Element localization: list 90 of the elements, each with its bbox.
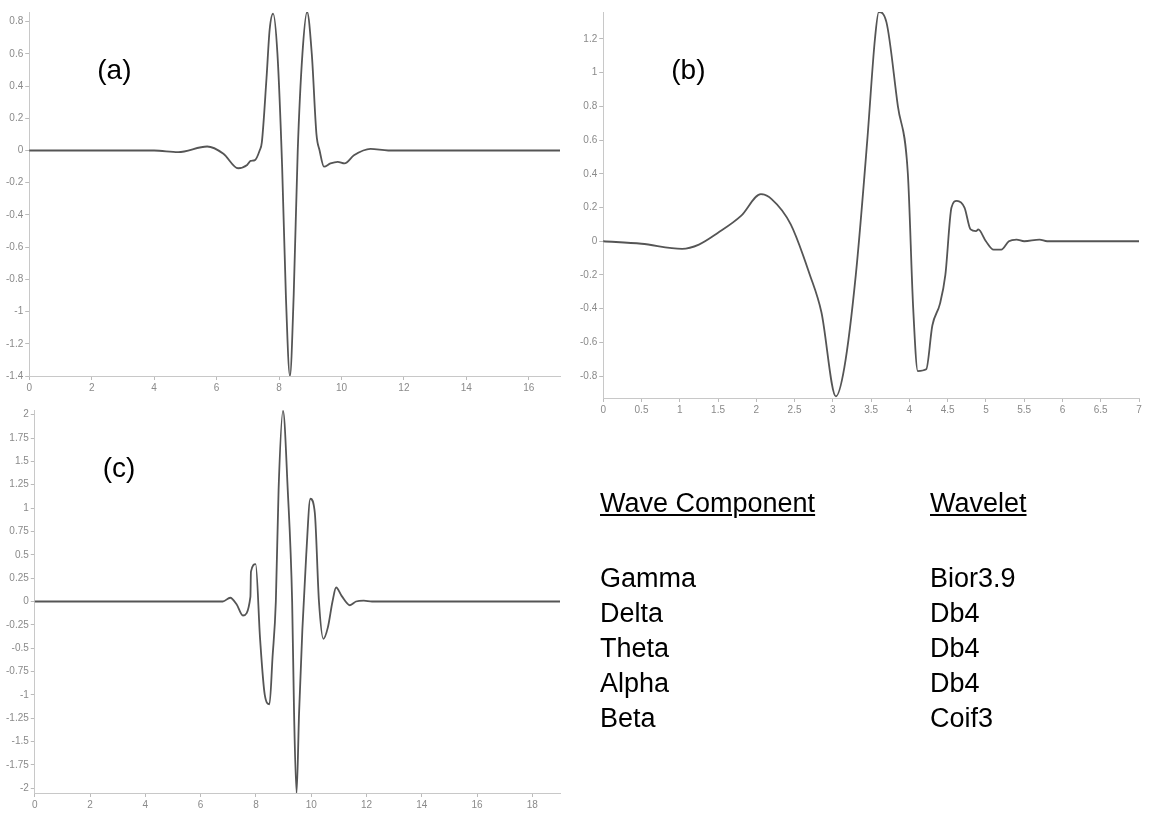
annotation: (a) (97, 53, 132, 85)
text: Wave Component (600, 488, 817, 519)
x-tick-label: 8 (276, 381, 283, 393)
y-tick-label: 1.5 (14, 455, 30, 467)
x-tick-label: 4.5 (940, 403, 956, 415)
y-tick-label: -1.5 (11, 735, 30, 747)
x-tick-label: 12 (360, 798, 373, 810)
x-tick-label: 18 (526, 798, 539, 810)
text: Db4 (930, 598, 981, 629)
text: Alpha (600, 668, 671, 699)
y-tick-label: 0.4 (9, 79, 24, 91)
x-tick-label: 14 (416, 798, 428, 810)
y-tick-label: -0.75 (6, 665, 30, 677)
y-tick-label: 0.6 (9, 47, 24, 59)
x-tick-label: 6 (1059, 403, 1066, 415)
x-tick-label: 0 (600, 403, 607, 415)
text: Delta (600, 598, 665, 629)
y-tick-label: 1.75 (9, 431, 30, 443)
line-series (29, 12, 560, 376)
y-tick-label: 0.8 (583, 100, 598, 112)
y-tick-label: 0.8 (9, 15, 24, 27)
y-tick-label: 0 (17, 144, 24, 156)
x-tick-label: 4 (906, 403, 913, 415)
y-tick-label: -0.8 (580, 369, 598, 381)
annotation: (b) (671, 53, 706, 85)
text: Coif3 (930, 703, 995, 734)
text: Db4 (930, 633, 981, 664)
x-tick-label: 7 (1136, 403, 1143, 415)
y-tick-label: -0.8 (6, 273, 24, 285)
x-tick-label: 2 (88, 381, 95, 393)
x-tick-label: 5.5 (1017, 403, 1032, 415)
y-tick-label: 0.6 (583, 133, 598, 145)
x-tick-label: 4 (151, 381, 158, 393)
x-tick-label: 12 (398, 381, 410, 393)
text: Wavelet (930, 488, 1028, 519)
x-tick-label: 14 (460, 381, 473, 393)
line-series (34, 410, 560, 793)
text: Theta (600, 633, 671, 664)
x-tick-label: 6.5 (1093, 403, 1109, 415)
x-tick-label: 16 (523, 381, 535, 393)
x-tick-label: 4 (142, 798, 149, 810)
line-series (603, 12, 1139, 398)
y-tick-label: 0.75 (9, 525, 30, 537)
y-tick-label: -1.25 (6, 712, 30, 724)
y-tick-label: 0 (591, 234, 598, 246)
y-tick-label: 0.5 (14, 548, 30, 560)
y-tick-label: -1.2 (6, 337, 24, 349)
x-tick-label: 16 (471, 798, 484, 810)
x-tick-label: 0.5 (634, 403, 649, 415)
y-tick-label: -0.6 (580, 336, 598, 348)
y-tick-label: 0.25 (9, 571, 30, 583)
y-tick-label: 1 (591, 66, 598, 78)
x-tick-label: 10 (335, 381, 348, 393)
y-tick-label: 1.2 (583, 32, 598, 44)
y-tick-label: -0.5 (11, 641, 30, 653)
annotation: (c) (102, 451, 136, 483)
text: Beta (600, 703, 657, 734)
x-tick-label: 10 (305, 798, 318, 810)
text: Bior3.9 (930, 563, 1017, 594)
y-tick-label: 0 (23, 595, 30, 607)
text: Db4 (930, 668, 981, 699)
x-tick-label: 2 (753, 403, 760, 415)
y-tick-label: 1.25 (9, 478, 30, 490)
y-tick-label: -1.75 (6, 758, 30, 770)
y-tick-label: 0.2 (583, 201, 598, 213)
text: Gamma (600, 563, 698, 594)
y-tick-label: -1.4 (6, 369, 24, 381)
x-tick-label: 0 (32, 798, 39, 810)
y-tick-label: 0.4 (583, 167, 598, 179)
x-tick-label: 8 (253, 798, 260, 810)
x-tick-label: 3 (830, 403, 837, 415)
x-tick-label: 2 (87, 798, 94, 810)
y-tick-label: -0.4 (580, 302, 598, 314)
y-tick-label: -1 (19, 688, 30, 700)
x-tick-label: 5 (983, 403, 990, 415)
x-tick-label: 1 (676, 403, 683, 415)
x-tick-label: 3.5 (864, 403, 879, 415)
x-tick-label: 6 (213, 381, 220, 393)
y-tick-label: -2 (19, 782, 30, 794)
y-tick-label: 0.2 (9, 112, 24, 124)
y-tick-label: -0.2 (6, 176, 24, 188)
y-tick-label: -0.25 (6, 618, 30, 630)
x-tick-label: 6 (197, 798, 204, 810)
y-tick-label: -0.2 (580, 268, 598, 280)
y-tick-label: -1 (14, 305, 24, 317)
y-tick-label: -0.4 (6, 208, 24, 220)
x-tick-label: 2.5 (787, 403, 802, 415)
y-tick-label: -0.6 (6, 240, 24, 252)
x-tick-label: 1.5 (711, 403, 726, 415)
y-tick-label: 1 (23, 501, 30, 513)
